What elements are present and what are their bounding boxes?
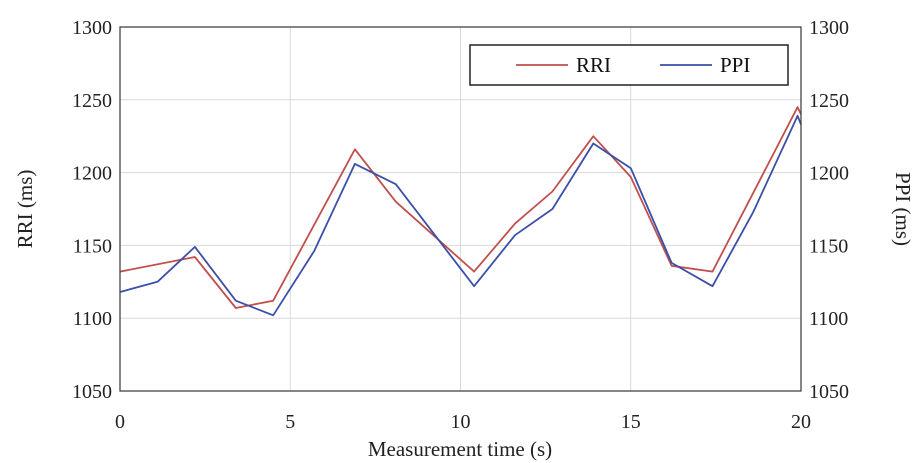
- x-tick-label: 15: [621, 411, 641, 433]
- y2-tick-label: 1100: [809, 308, 848, 330]
- x-tick-label: 0: [115, 411, 125, 433]
- series-line-ppi: [119, 114, 802, 317]
- x-tick-label: 20: [791, 411, 811, 433]
- y-tick-label: 1100: [73, 308, 112, 330]
- y2-tick-label: 1300: [809, 17, 849, 39]
- x-axis-title: Measurement time (s): [368, 437, 552, 461]
- y2-tick-label: 1150: [809, 235, 848, 257]
- y2-axis-title: PPI (ms): [891, 172, 914, 246]
- legend-label-ppi: PPI: [720, 53, 750, 77]
- y-tick-label: 1300: [72, 17, 112, 39]
- y-tick-label: 1200: [72, 163, 112, 185]
- plot-frame: [119, 26, 802, 392]
- y-tick-label: 1250: [72, 90, 112, 112]
- y2-tick-label: 1250: [809, 90, 849, 112]
- y-tick-label: 1050: [72, 381, 112, 403]
- y2-tick-label: 1050: [809, 381, 849, 403]
- y2-tick-label: 1200: [809, 163, 849, 185]
- legend: RRI PPI: [469, 44, 789, 86]
- x-tick-label: 10: [451, 411, 471, 433]
- data-series: [119, 106, 802, 317]
- y-tick-label: 1150: [73, 235, 112, 257]
- tick-labels: 1050110011501200125013001050110011501200…: [72, 17, 849, 433]
- x-tick-label: 5: [285, 411, 295, 433]
- legend-label-rri: RRI: [576, 53, 611, 77]
- y-axis-title: RRI (ms): [13, 170, 37, 249]
